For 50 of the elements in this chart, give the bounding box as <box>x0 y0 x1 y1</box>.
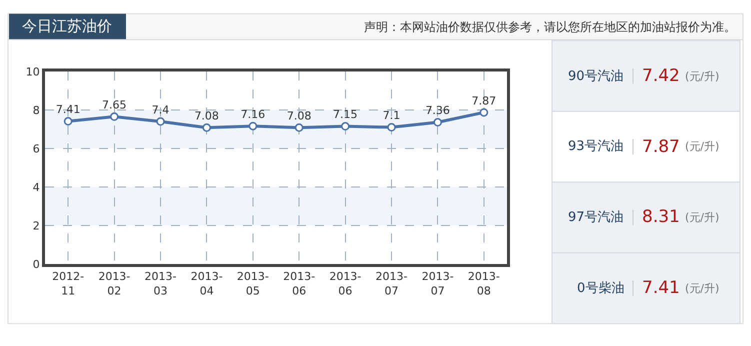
text: 7.42 <box>642 66 680 86</box>
text: (元/升) <box>685 70 720 83</box>
chart-title: 今日江苏油价 <box>22 17 112 35</box>
data-label: 7.08 <box>286 110 312 123</box>
point <box>294 123 304 132</box>
text: 93号汽油 <box>568 139 624 154</box>
point <box>110 112 119 121</box>
y-tick-label: 2 <box>32 219 40 232</box>
x-tick-label: 2013-06 <box>283 270 316 298</box>
point <box>64 117 72 126</box>
y-tick-label: 4 <box>32 180 40 194</box>
data-label: 7.41 <box>56 103 80 116</box>
x-tick-label: 2013-05 <box>236 270 269 298</box>
point <box>387 123 396 132</box>
text: 8.31 <box>642 207 680 227</box>
x-tick-label: 2013-03 <box>144 270 177 298</box>
data-label: 7.65 <box>102 98 127 112</box>
text: 97号汽油 <box>568 210 624 225</box>
data-label: 7.16 <box>240 108 266 121</box>
data-label: 7.08 <box>194 110 219 123</box>
y-tick-label: 6 <box>32 142 40 156</box>
x-tick-label: 2013-07 <box>422 270 454 298</box>
data-label: 7.4 <box>152 103 170 116</box>
y-tick-label: 0 <box>32 258 40 271</box>
x-tick-label: 2013-02 <box>98 270 130 298</box>
x-tick-label: 2013-07 <box>376 270 408 298</box>
x-tick-label: 2013-06 <box>329 270 362 298</box>
point <box>202 123 211 132</box>
data-label: 7.87 <box>472 94 496 108</box>
text: 90号汽油 <box>568 69 624 84</box>
y-tick-label: 10 <box>26 65 40 78</box>
text: 声明：本网站油价数据仅供参考，请以您所在地区的加油站报价为准。 <box>364 20 736 34</box>
point <box>156 117 165 126</box>
data-label: 7.36 <box>425 104 450 118</box>
x-tick-label: 2013-04 <box>190 270 223 298</box>
point <box>341 122 350 131</box>
point <box>248 122 258 130</box>
text: 7.41 <box>642 278 680 298</box>
point <box>480 108 488 117</box>
text: 7.87 <box>642 137 680 157</box>
x-tick-label: 2013-08 <box>468 270 500 298</box>
text: (元/升) <box>685 140 720 153</box>
point <box>433 118 442 127</box>
text: 0号柴油 <box>577 281 624 296</box>
text: (元/升) <box>685 211 720 224</box>
text: (元/升) <box>685 282 720 295</box>
data-label: 7.15 <box>333 108 358 122</box>
y-tick-label: 8 <box>32 104 40 117</box>
data-label: 7.1 <box>382 109 400 122</box>
x-tick-label: 2012-11 <box>52 270 84 298</box>
